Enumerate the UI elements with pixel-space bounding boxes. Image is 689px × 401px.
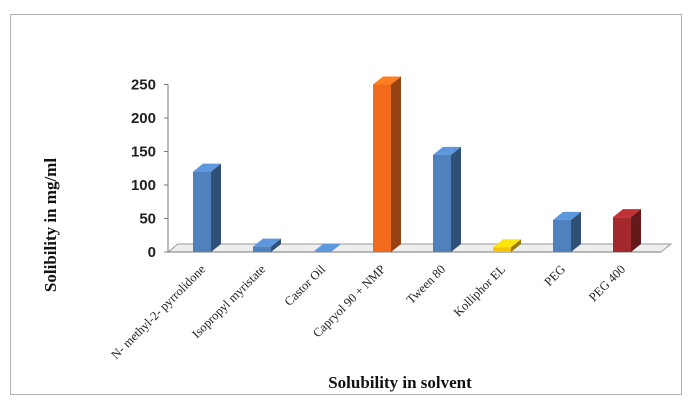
bar bbox=[193, 163, 221, 252]
bar-side bbox=[271, 238, 281, 252]
x-axis-title: Solubility in solvent bbox=[328, 373, 472, 392]
bar-side bbox=[451, 146, 461, 252]
bar-top bbox=[613, 209, 641, 218]
bar-front bbox=[253, 246, 271, 252]
bar-front bbox=[193, 171, 211, 252]
bar-top bbox=[433, 146, 461, 155]
y-tick-label: 50 bbox=[139, 211, 156, 228]
bar-side bbox=[631, 209, 641, 252]
y-axis: 0 50 100 150 200 250 bbox=[131, 77, 169, 261]
bar-top bbox=[193, 163, 221, 172]
bar bbox=[313, 244, 341, 252]
y-tick-label: 150 bbox=[131, 144, 156, 161]
bar bbox=[493, 239, 521, 252]
chart-floor bbox=[166, 243, 673, 253]
bar-top bbox=[253, 238, 281, 247]
y-tick-label: 200 bbox=[131, 110, 156, 127]
bar bbox=[253, 238, 281, 252]
bar-front bbox=[613, 217, 631, 252]
bar-front bbox=[493, 247, 511, 252]
chart-frame bbox=[10, 14, 682, 395]
floor-plane bbox=[166, 243, 673, 253]
y-tick-label: 0 bbox=[148, 244, 156, 261]
bar-top bbox=[553, 211, 581, 220]
bar bbox=[373, 76, 401, 252]
bar bbox=[613, 209, 641, 252]
bar-top bbox=[493, 239, 521, 248]
bar bbox=[553, 211, 581, 252]
bar-front bbox=[553, 219, 571, 252]
bar bbox=[433, 146, 461, 252]
bar-front bbox=[433, 154, 451, 252]
bar-front bbox=[373, 84, 391, 252]
y-tick-label: 100 bbox=[131, 177, 156, 194]
bars bbox=[193, 76, 641, 252]
bar-side bbox=[511, 239, 521, 252]
bar-side bbox=[211, 163, 221, 252]
bar-top bbox=[373, 76, 401, 85]
y-axis-title: Solibility in mg/ml bbox=[41, 158, 60, 292]
y-tick-label: 250 bbox=[131, 77, 156, 94]
bar-side bbox=[571, 211, 581, 252]
bar-top bbox=[313, 244, 341, 252]
bar-side bbox=[391, 76, 401, 252]
